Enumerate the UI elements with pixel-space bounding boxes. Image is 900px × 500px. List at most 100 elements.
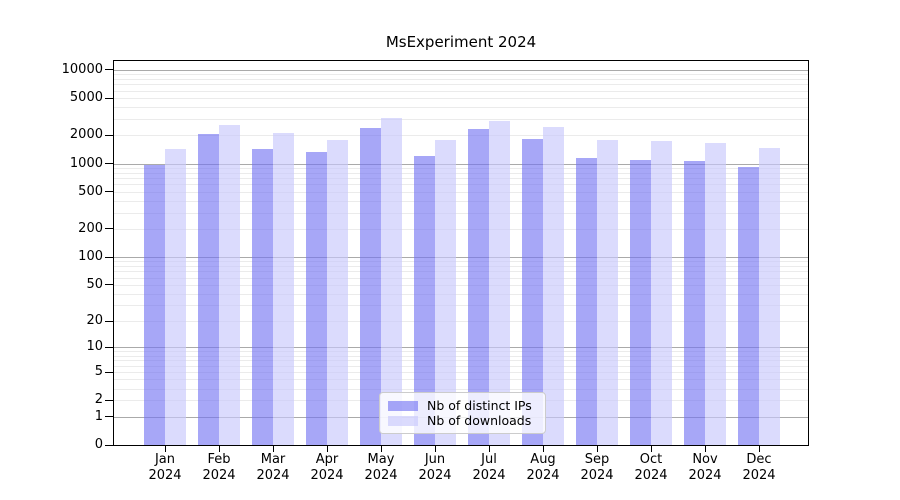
y-gridline-minor [114,228,808,230]
legend-label-distinct-ips: Nb of distinct IPs [427,398,532,413]
x-tick-mark [489,446,490,452]
y-tick-mark [105,399,113,401]
bar-distinct-ips [306,152,327,445]
chart-title: MsExperiment 2024 [385,33,537,51]
y-tick-mark [105,97,113,99]
x-tick-label: Jul 2024 [457,452,521,484]
bar-downloads [327,139,348,445]
bar-distinct-ips [414,155,435,445]
y-gridline-minor [114,98,808,99]
y-tick-mark [105,69,113,71]
x-tick-month: Aug [530,452,556,467]
x-tick-mark [651,446,652,452]
bar-downloads [489,120,510,445]
y-gridline-minor [114,135,808,137]
y-gridline-major [114,69,808,71]
y-gridline-minor [114,379,808,381]
y-gridline-minor [114,118,808,120]
bar-distinct-ips [738,167,759,445]
x-tick-month: Jul [481,452,497,467]
y-tick-label: 100 [78,249,103,264]
bar-downloads [759,147,780,445]
y-tick-label: 10000 [61,61,103,77]
x-tick-year: 2024 [364,468,398,483]
bar-distinct-ips [684,160,705,445]
x-tick-label: Jun 2024 [403,452,467,484]
x-tick-mark [381,446,382,452]
x-tick-year: 2024 [634,468,668,483]
bar-downloads [165,149,186,445]
x-tick-label: Jan 2024 [133,452,197,484]
y-gridline-minor [114,277,808,279]
y-gridline-minor [114,107,808,109]
y-tick-label: 1000 [69,155,103,171]
bar-downloads [273,133,294,445]
x-tick-label: Feb 2024 [187,452,251,484]
y-gridline-major [114,347,808,349]
x-tick-year: 2024 [148,468,182,483]
legend-row-downloads: Nb of downloads [388,413,537,428]
x-tick-month: Apr [315,452,339,467]
bar-downloads [651,141,672,445]
bar-distinct-ips [198,133,219,445]
x-tick-month: Jun [424,452,446,467]
y-tick-mark [105,284,113,286]
x-tick-mark [165,446,166,452]
x-tick-mark [273,446,274,452]
x-tick-label: Oct 2024 [619,452,683,484]
y-tick-mark [105,134,113,136]
x-tick-month: Sep [584,452,610,467]
x-tick-month: May [367,452,395,467]
y-gridline-minor [114,200,808,202]
y-tick-label: 2 [94,392,103,408]
y-gridline-major [114,257,808,258]
y-gridline-minor [114,305,808,307]
x-tick-mark [219,446,220,452]
x-tick-mark [435,446,436,452]
x-tick-mark [597,446,598,452]
x-tick-mark [759,446,760,452]
y-gridline-minor [114,365,808,367]
y-gridline-minor [114,191,808,193]
y-gridline-major [114,163,808,165]
x-tick-mark [327,446,328,452]
y-tick-label: 50 [86,276,103,292]
plot-area: Nb of distinct IPs Nb of downloads [113,60,809,446]
bar-downloads [435,139,456,445]
bar-downloads [597,139,618,445]
x-tick-month: Nov [692,452,718,467]
y-tick-mark [105,371,113,373]
y-gridline-minor [114,74,808,76]
x-tick-year: 2024 [526,468,560,483]
legend-swatch-downloads [388,415,418,426]
x-tick-month: Dec [746,452,772,467]
y-tick-mark [105,320,113,322]
y-gridline-minor [114,321,808,322]
x-tick-year: 2024 [688,468,722,483]
x-tick-year: 2024 [580,468,614,483]
y-tick-label: 10 [86,339,103,355]
x-tick-label: Nov 2024 [673,452,737,484]
x-tick-year: 2024 [472,468,506,483]
x-tick-month: Oct [639,452,663,467]
x-tick-month: Feb [207,452,231,467]
x-tick-month: Jan [154,452,176,467]
y-tick-label: 0 [94,437,103,452]
x-tick-label: Aug 2024 [511,452,575,484]
y-gridline-minor [114,84,808,86]
x-tick-year: 2024 [742,468,776,483]
x-tick-year: 2024 [418,468,452,483]
bar-distinct-ips [630,160,651,445]
x-tick-year: 2024 [310,468,344,483]
x-tick-mark [705,446,706,452]
y-tick-label: 5000 [69,90,103,105]
y-gridline-minor [114,178,808,179]
y-tick-label: 20 [86,313,103,328]
y-gridline-minor [114,351,808,353]
legend-swatch-distinct-ips [388,400,418,411]
y-gridline-minor [114,388,808,390]
bar-distinct-ips [252,148,273,445]
bar-distinct-ips [144,164,165,445]
bar-downloads [219,124,240,445]
